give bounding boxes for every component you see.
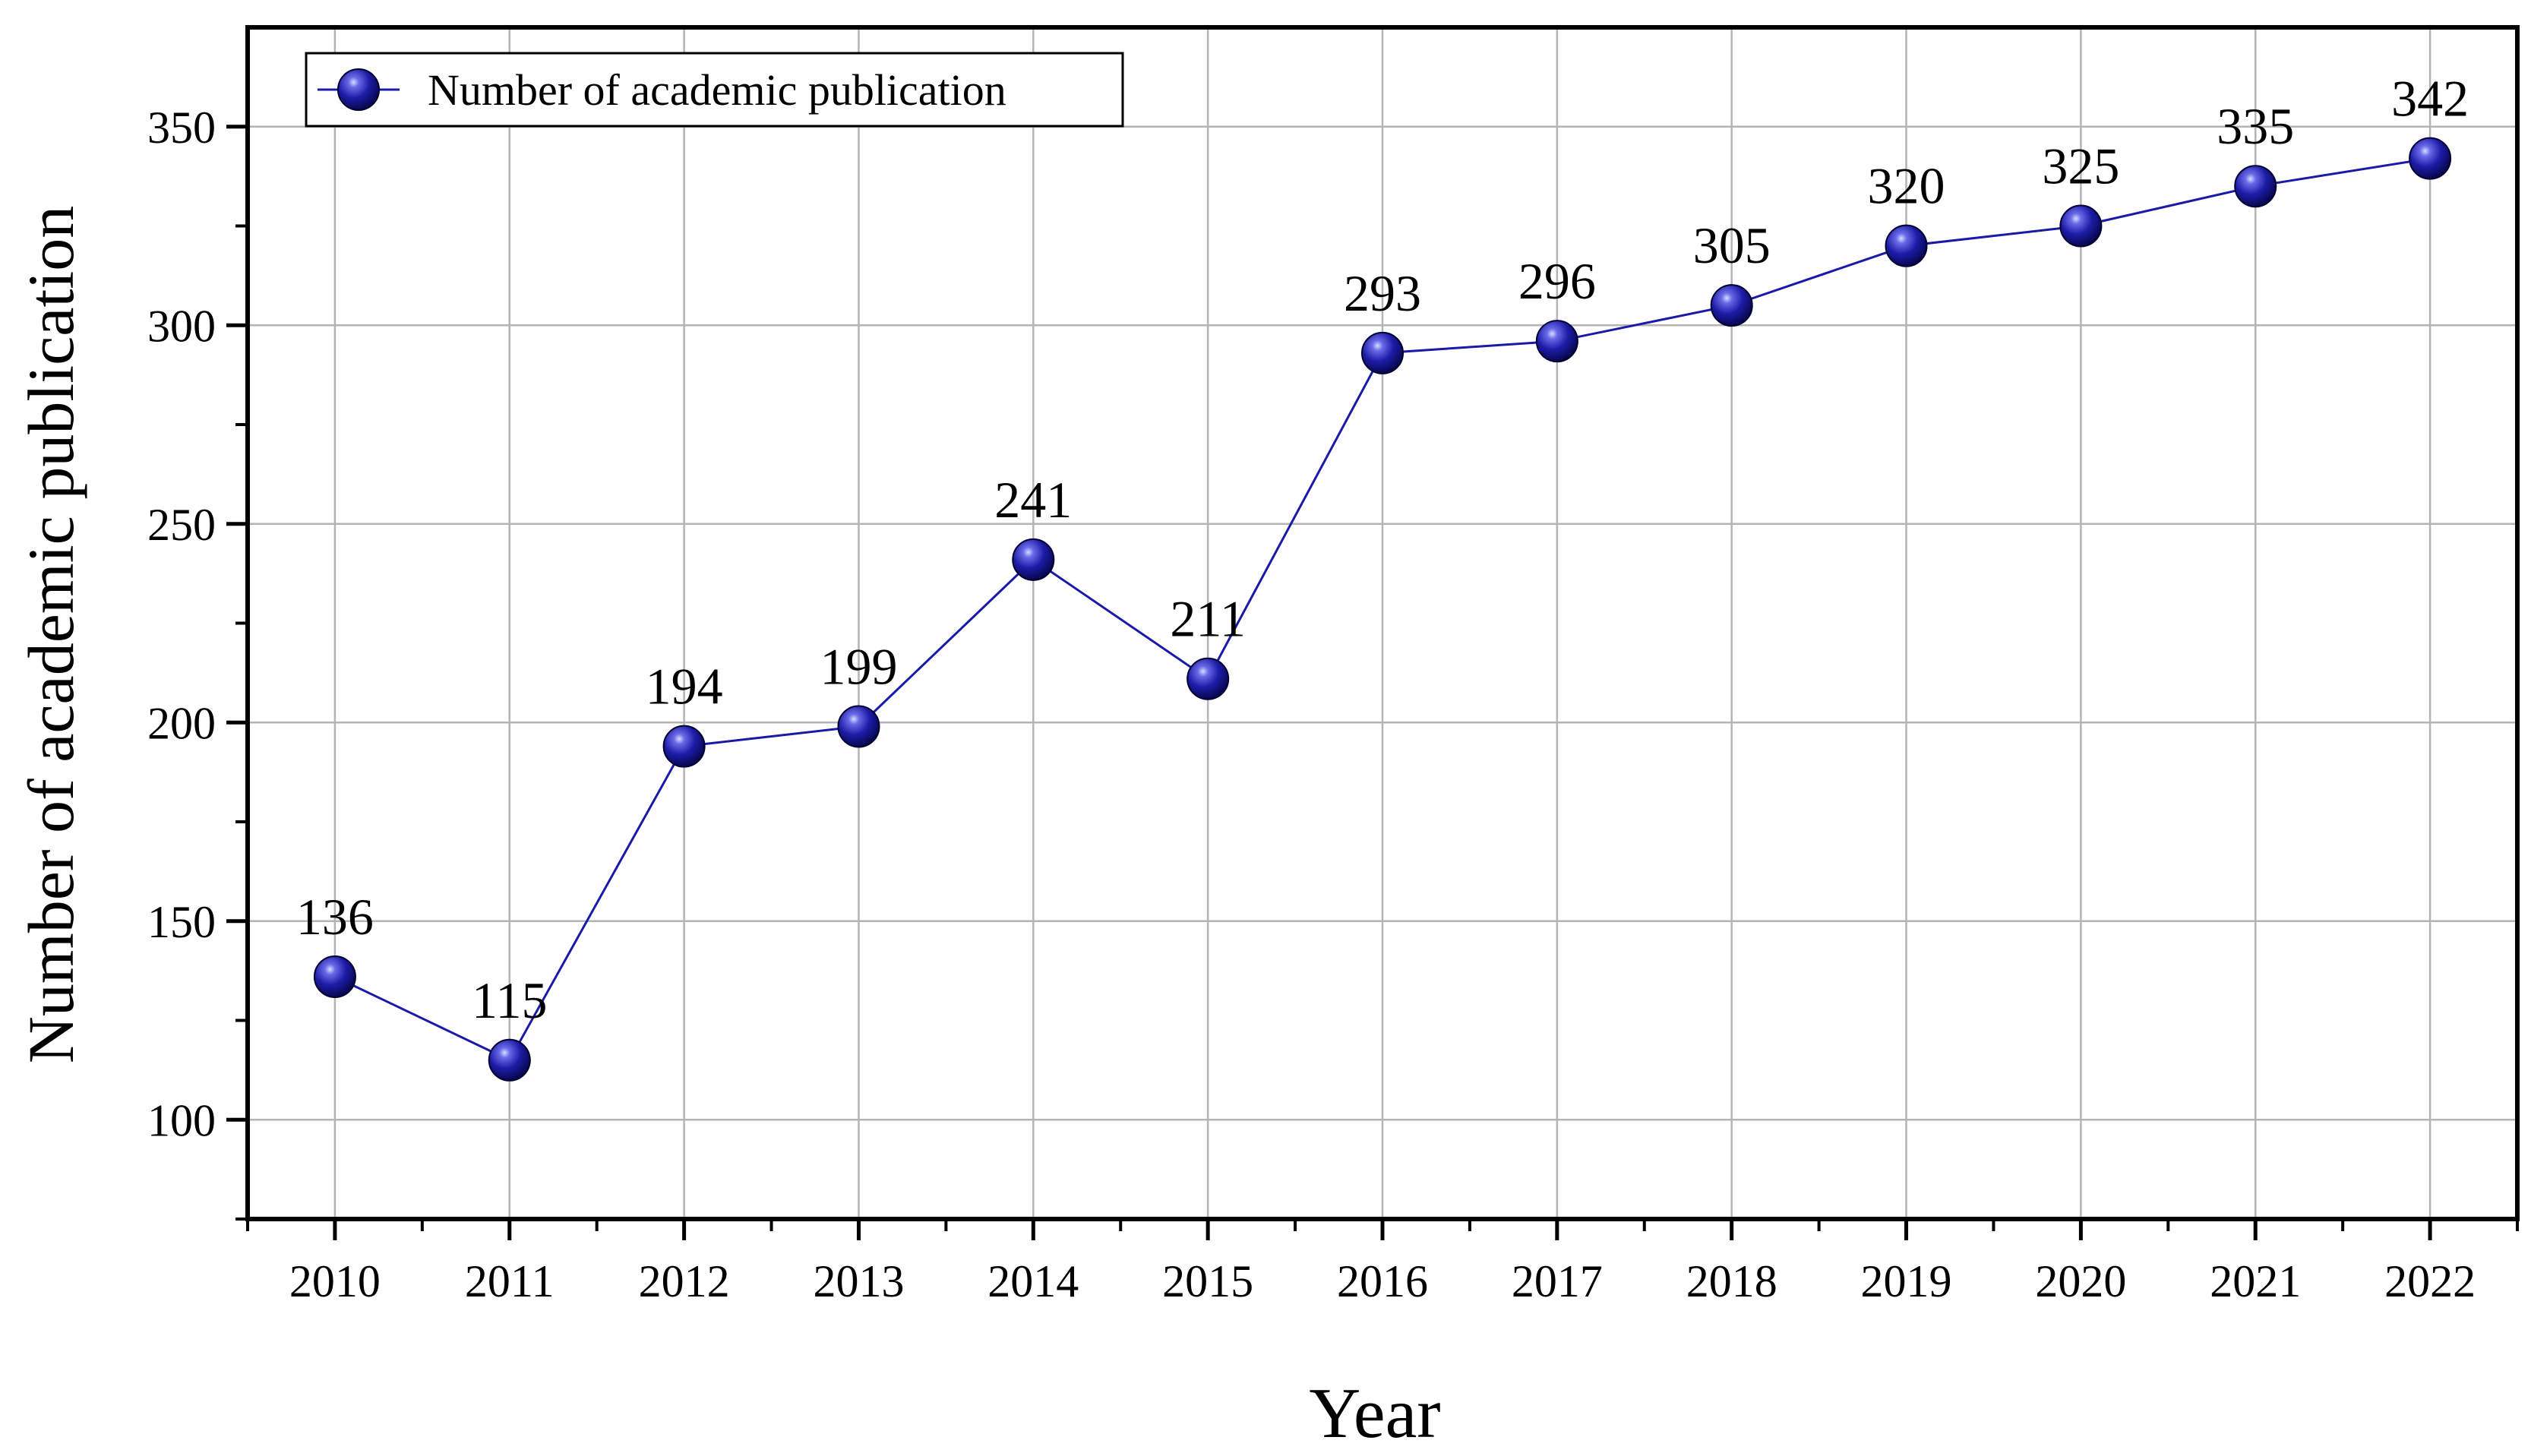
x-tick-label-2011: 2011 (465, 1256, 555, 1306)
data-point-2022 (2409, 137, 2452, 180)
y-tick-label-150: 150 (147, 897, 216, 947)
x-tick-label-2016: 2016 (1337, 1256, 1428, 1306)
x-tick-label-2010: 2010 (289, 1256, 381, 1306)
data-point-2010 (313, 955, 356, 998)
data-label-2014: 241 (994, 471, 1072, 529)
legend: Number of academic publication (305, 52, 1124, 128)
axis-ticks (226, 125, 2519, 1240)
data-point-2017 (1535, 320, 1578, 363)
data-label-2013: 199 (820, 637, 897, 695)
legend-box (305, 52, 1124, 128)
x-tick-label-2017: 2017 (1512, 1256, 1603, 1306)
data-label-2015: 211 (1170, 590, 1245, 648)
x-tick-label-2012: 2012 (639, 1256, 730, 1306)
data-point-2014 (1012, 538, 1055, 581)
x-tick-label-2022: 2022 (2384, 1256, 2476, 1306)
tick-labels-group: 2010 2011 2012 2013 2014 2015 2016 2017 2018 2019… (147, 103, 2476, 1306)
x-tick-label-2019: 2019 (1861, 1256, 1952, 1306)
data-label-2017: 296 (1518, 252, 1596, 310)
data-label-2021: 335 (2217, 97, 2294, 155)
data-label-2019: 320 (1868, 157, 1945, 215)
data-point-2011 (488, 1038, 531, 1082)
data-point-2019 (1885, 224, 1928, 267)
data-point-2018 (1710, 284, 1753, 327)
data-label-2022: 342 (2391, 70, 2469, 128)
y-tick-label-200: 200 (147, 698, 216, 748)
data-label-2020: 325 (2042, 137, 2119, 195)
x-tick-label-2018: 2018 (1686, 1256, 1777, 1306)
y-tick-label-250: 250 (147, 500, 216, 550)
data-label-2016: 293 (1344, 264, 1421, 322)
legend-label: Number of academic publication (428, 65, 1006, 115)
data-point-2020 (2059, 204, 2103, 248)
data-label-2010: 136 (296, 888, 374, 946)
data-point-2012 (662, 725, 706, 768)
x-tick-label-2020: 2020 (2035, 1256, 2126, 1306)
data-point-2016 (1361, 331, 1404, 374)
data-point-2021 (2234, 165, 2277, 208)
y-tick-label-350: 350 (147, 103, 216, 153)
x-tick-label-2015: 2015 (1162, 1256, 1253, 1306)
y-tick-label-100: 100 (147, 1095, 216, 1145)
x-tick-label-2021: 2021 (2210, 1256, 2301, 1306)
x-tick-label-2014: 2014 (987, 1256, 1079, 1306)
data-label-2012: 194 (646, 658, 723, 715)
data-point-2013 (837, 705, 880, 748)
markers-group (313, 137, 2452, 1082)
legend-marker (337, 68, 380, 111)
x-axis-title: Year (1309, 1374, 1440, 1453)
data-point-2015 (1187, 657, 1230, 700)
x-tick-label-2013: 2013 (813, 1256, 904, 1306)
data-label-2011: 115 (472, 971, 547, 1029)
data-labels-group: 136 115 194 199 241 211 293 296 305 320 325 335 342 (296, 70, 2469, 1029)
y-tick-label-300: 300 (147, 301, 216, 351)
data-label-2018: 305 (1693, 216, 1771, 274)
y-axis-title: Number of academic publication (14, 206, 87, 1064)
